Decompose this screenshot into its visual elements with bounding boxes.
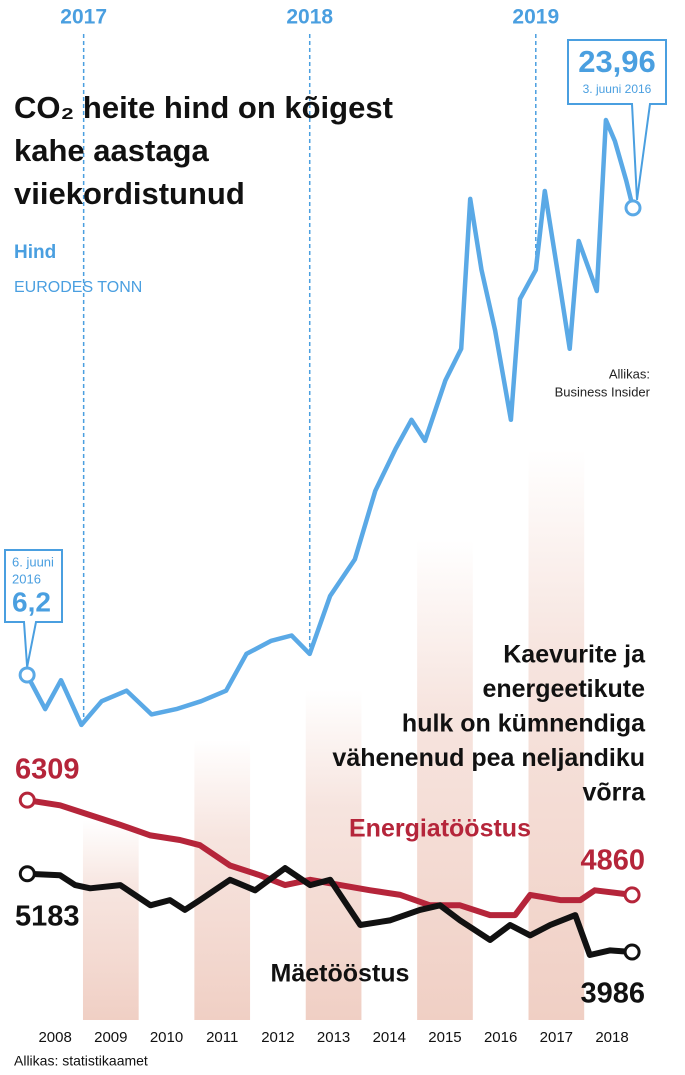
chart-title: CO₂ heite hind on kõigest	[14, 90, 393, 125]
charts: 2017 2018 2019 CO₂ heite hind on kõigest kah…	[4, 6, 667, 1069]
end-point	[18, 666, 36, 684]
line	[25, 117, 636, 728]
value-label: 23,96	[578, 44, 656, 79]
value-label: 4860	[580, 845, 645, 877]
year-label: 2018	[286, 6, 333, 29]
value-label: 6,2	[12, 586, 51, 617]
value-label: 5183	[15, 901, 80, 933]
year-band	[305, 690, 362, 1020]
year-label: 2019	[512, 6, 559, 29]
callout-box	[567, 39, 667, 200]
series-label: Mäetööstus	[271, 960, 410, 988]
year-band	[417, 540, 473, 1020]
chart-title: hulk on kümnendiga	[402, 710, 646, 738]
line	[27, 865, 633, 958]
x-tick-label: 2010	[150, 1029, 183, 1046]
value-label: 6309	[15, 754, 80, 786]
year-band	[194, 740, 251, 1020]
end-point	[624, 199, 642, 217]
chart-title: viiekordistunud	[14, 176, 245, 211]
callout-date: 3. juuni 2016	[583, 82, 652, 96]
x-tick-label: 2008	[38, 1029, 71, 1046]
x-tick-label: 2011	[206, 1029, 238, 1046]
chart-title: kahe aastaga	[14, 133, 209, 168]
x-tick-label: 2012	[261, 1029, 294, 1046]
year-label: 2017	[60, 6, 107, 29]
callout-date: 6. juuni	[12, 554, 54, 569]
x-tick-label: 2017	[540, 1029, 573, 1046]
value-label: 3986	[580, 978, 645, 1010]
x-tick-label: 2014	[373, 1029, 406, 1046]
end-point	[623, 886, 641, 904]
x-tick-label: 2013	[317, 1029, 350, 1046]
chart-title: Kaevurite ja	[503, 641, 646, 669]
subtitle: Hind	[14, 242, 56, 263]
x-tick-label: 2018	[595, 1029, 628, 1046]
source: Business Insider	[555, 384, 651, 399]
unit: EURODES TONN	[14, 279, 142, 296]
year-band	[82, 820, 139, 1020]
callout-box	[4, 549, 63, 668]
chart-title: võrra	[582, 779, 646, 807]
source: Allikas:	[609, 366, 650, 381]
chart-title: energeetikute	[482, 675, 645, 703]
end-point	[18, 791, 36, 809]
callout-date: 2016	[12, 571, 41, 586]
chart-title: vähenenud pea neljandiku	[332, 744, 645, 772]
end-point	[623, 943, 641, 961]
x-tick-label: 2015	[428, 1029, 461, 1046]
source: Allikas: statistikaamet	[14, 1053, 148, 1069]
x-tick-label: 2016	[484, 1029, 517, 1046]
end-point	[18, 865, 36, 883]
series-label: Energiatööstus	[349, 815, 531, 843]
x-tick-label: 2009	[94, 1029, 127, 1046]
line	[26, 797, 633, 919]
